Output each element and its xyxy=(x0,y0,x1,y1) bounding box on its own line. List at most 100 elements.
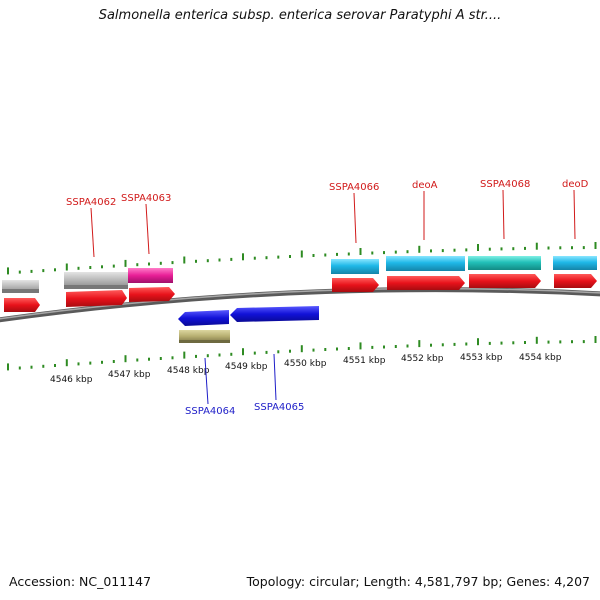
tick-top-major xyxy=(594,242,597,249)
tick-top-minor xyxy=(430,249,432,253)
tick-top-major xyxy=(242,253,244,261)
cds-arrow-red-sspa4068[interactable] xyxy=(469,274,541,288)
cds-arrow-red-deod[interactable] xyxy=(554,274,597,288)
leader-line-sspa4064 xyxy=(204,357,209,405)
cds-arrow-red-sspa4062[interactable] xyxy=(66,290,127,307)
tick-bottom-minor xyxy=(453,342,456,346)
tick-bottom-major xyxy=(535,336,538,344)
gene-label-sspa4068[interactable]: SSPA4068 xyxy=(480,179,530,190)
tick-bottom-minor xyxy=(371,345,374,349)
gene-label-deod[interactable]: deoD xyxy=(562,179,589,190)
scale-labels: 4546 kbp 4547 kbp 4548 kbp 4549 kbp 4550… xyxy=(50,353,562,385)
tick-top-minor xyxy=(230,257,233,261)
tick-bottom-minor xyxy=(571,340,573,344)
tick-top-minor xyxy=(159,261,162,265)
scale-label-4550: 4550 kbp xyxy=(284,359,327,369)
gene-label-sspa4062[interactable]: SSPA4062 xyxy=(66,197,116,208)
scale-label-4552: 4552 kbp xyxy=(401,354,444,364)
feature-khaki-sspa4064[interactable] xyxy=(179,330,230,343)
scale-label-4549: 4549 kbp xyxy=(225,362,268,372)
tick-bottom-minor xyxy=(30,365,33,369)
scale-label-4547: 4547 kbp xyxy=(108,370,151,380)
cds-arrow-red-sspa4066[interactable] xyxy=(332,278,379,292)
tick-bottom-minor xyxy=(54,364,56,367)
accession-label: Accession: NC_011147 xyxy=(9,574,152,589)
tick-top-minor xyxy=(277,255,280,259)
gene-label-sspa4065[interactable]: SSPA4065 xyxy=(254,402,304,413)
tick-bottom-major xyxy=(7,363,9,371)
tick-top-minor xyxy=(206,259,209,263)
tick-bottom-minor xyxy=(512,341,515,345)
cds-arrow-blue-sspa4064[interactable] xyxy=(178,310,229,326)
leader-line-deod xyxy=(573,189,576,240)
tick-row-bottom xyxy=(7,336,597,371)
tick-top-major xyxy=(65,263,68,271)
gene-label-sspa4064[interactable]: SSPA4064 xyxy=(185,406,235,417)
feature-cyan-deod[interactable] xyxy=(553,256,597,270)
tick-bottom-minor xyxy=(441,343,444,347)
tick-top-minor xyxy=(500,247,503,251)
tick-top-major xyxy=(124,259,127,267)
tick-top-major xyxy=(359,248,362,255)
leader-line-sspa4062 xyxy=(90,207,95,258)
cds-arrow-red-sspa4063[interactable] xyxy=(129,287,175,302)
tick-top-minor xyxy=(148,262,150,266)
tick-bottom-minor xyxy=(277,350,280,354)
map-title: Salmonella enterica subsp. enterica sero… xyxy=(98,8,502,23)
tick-top-minor xyxy=(347,252,350,256)
tick-bottom-minor xyxy=(524,341,526,344)
tick-bottom-minor xyxy=(218,353,221,357)
feature-cyan-sspa4066[interactable] xyxy=(331,259,379,274)
tick-bottom-minor xyxy=(383,345,385,349)
tick-top-minor xyxy=(101,265,103,269)
tick-top-minor xyxy=(265,256,268,260)
tick-top-major xyxy=(7,267,9,275)
feature-teal-sspa4068[interactable] xyxy=(468,256,541,270)
tick-top-minor xyxy=(42,269,45,273)
tick-bottom-minor xyxy=(112,360,115,363)
genome-backbone xyxy=(0,287,600,323)
tick-bottom-minor xyxy=(159,357,162,360)
tick-top-minor xyxy=(136,263,139,267)
tick-bottom-minor xyxy=(171,356,174,360)
gene-label-deoa[interactable]: deoA xyxy=(412,180,438,191)
tick-top-minor xyxy=(253,256,256,260)
tick-top-minor xyxy=(18,270,21,274)
feature-pink-sspa4063[interactable] xyxy=(128,268,173,283)
tick-top-minor xyxy=(488,247,491,251)
feature-track xyxy=(2,256,597,293)
gene-label-sspa4063[interactable]: SSPA4063 xyxy=(121,193,171,204)
leader-line-sspa4063 xyxy=(145,203,150,255)
tick-bottom-minor xyxy=(547,340,550,344)
tick-bottom-minor xyxy=(500,341,503,345)
tick-bottom-minor xyxy=(195,354,197,358)
tick-top-major xyxy=(477,244,479,251)
gene-label-sspa4066[interactable]: SSPA4066 xyxy=(329,182,379,193)
feature-cyan-deoa[interactable] xyxy=(386,256,465,271)
tick-bottom-major xyxy=(359,342,362,350)
tick-top-minor xyxy=(453,248,456,252)
cds-arrow-red-deoa[interactable] xyxy=(387,276,465,290)
tick-top-minor xyxy=(112,264,115,268)
tick-top-minor xyxy=(582,246,585,250)
leader-lines xyxy=(90,189,576,405)
tick-bottom-major xyxy=(300,345,303,353)
tick-top-minor xyxy=(571,246,573,250)
tick-bottom-minor xyxy=(406,344,409,348)
reverse-cds-track xyxy=(178,306,319,326)
genome-stats-label: Topology: circular; Length: 4,581,797 bp… xyxy=(246,574,590,589)
cds-arrow-red-left[interactable] xyxy=(4,298,40,312)
scale-label-4553: 4553 kbp xyxy=(460,353,503,363)
tick-bottom-minor xyxy=(230,352,233,356)
tick-top-minor xyxy=(54,268,56,272)
tick-bottom-minor xyxy=(77,362,80,366)
tick-top-minor xyxy=(394,250,397,254)
feature-gray-left[interactable] xyxy=(2,280,39,293)
tick-top-minor xyxy=(547,246,550,250)
tick-bottom-major xyxy=(65,359,68,367)
tick-top-minor xyxy=(441,249,444,253)
cds-arrow-blue-sspa4065[interactable] xyxy=(230,306,319,322)
feature-gray-sspa4062[interactable] xyxy=(64,272,128,289)
tick-top-major xyxy=(535,242,538,250)
